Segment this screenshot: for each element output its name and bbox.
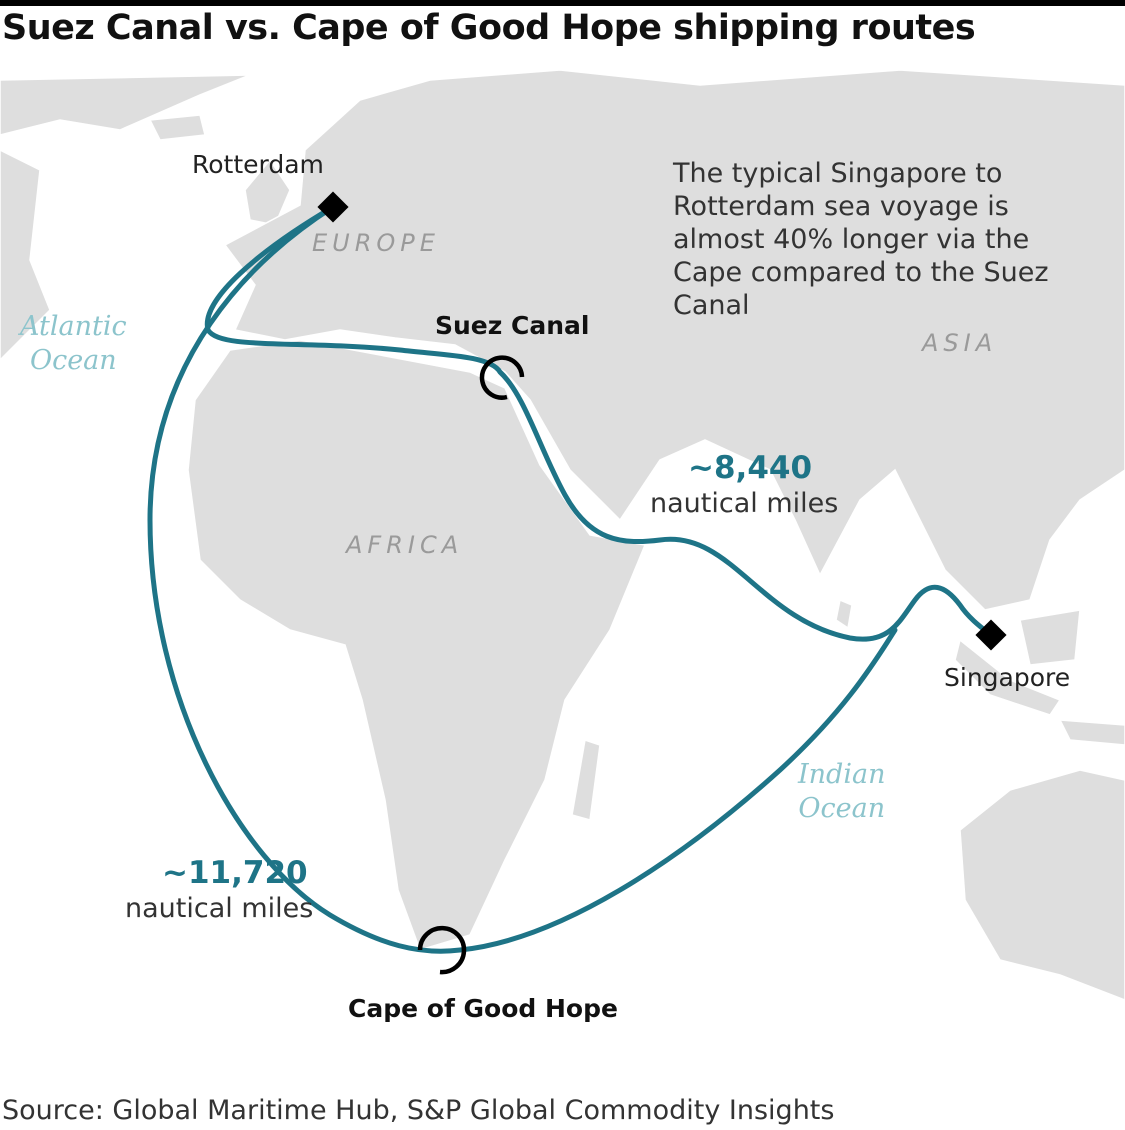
indian-line-1: Indian: [798, 759, 886, 790]
madagascar: [571, 739, 601, 821]
page-title: Suez Canal vs. Cape of Good Hope shippin…: [2, 8, 976, 48]
indonesia: [954, 609, 1125, 746]
europe-label: EUROPE: [312, 229, 440, 257]
cape-label: Cape of Good Hope: [348, 994, 618, 1023]
suez-route: [204, 204, 994, 642]
rotterdam-label: Rotterdam: [192, 150, 324, 179]
cape-distance-unit: nautical miles: [125, 893, 314, 924]
suez-distance: ~8,440: [688, 450, 813, 486]
iceland: [148, 114, 206, 141]
rotterdam-diamond-icon: [317, 191, 349, 223]
atlantic-line-2: Ocean: [29, 345, 117, 376]
suez-open-circle-icon: [479, 355, 525, 400]
sri-lanka: [835, 598, 853, 630]
annotation-text: The typical Singapore to Rotterdam sea v…: [673, 158, 1049, 321]
australia: [959, 769, 1125, 1001]
british-isles: [244, 158, 291, 226]
indian-line-2: Ocean: [798, 793, 886, 824]
singapore-label: Singapore: [944, 663, 1071, 692]
cape-open-circle-icon: [417, 925, 467, 975]
top-rule: [0, 0, 1125, 6]
cape-distance: ~11,720: [162, 855, 308, 891]
suez-label: Suez Canal: [435, 311, 590, 340]
cape-route: [147, 204, 898, 954]
source-note: Source: Global Maritime Hub, S&P Global …: [2, 1095, 835, 1126]
eurasia: [223, 69, 1125, 611]
atlantic-ocean-label: Atlantic Ocean: [20, 310, 127, 378]
suez-distance-unit: nautical miles: [650, 488, 839, 519]
americas: [0, 149, 51, 362]
landmasses: [0, 69, 1125, 1001]
atlantic-line-1: Atlantic: [20, 311, 127, 342]
asia-label: ASIA: [922, 329, 998, 357]
greenland: [0, 74, 251, 136]
africa-label: AFRICA: [346, 531, 464, 559]
indian-ocean-label: Indian Ocean: [798, 758, 885, 826]
africa: [187, 339, 647, 951]
